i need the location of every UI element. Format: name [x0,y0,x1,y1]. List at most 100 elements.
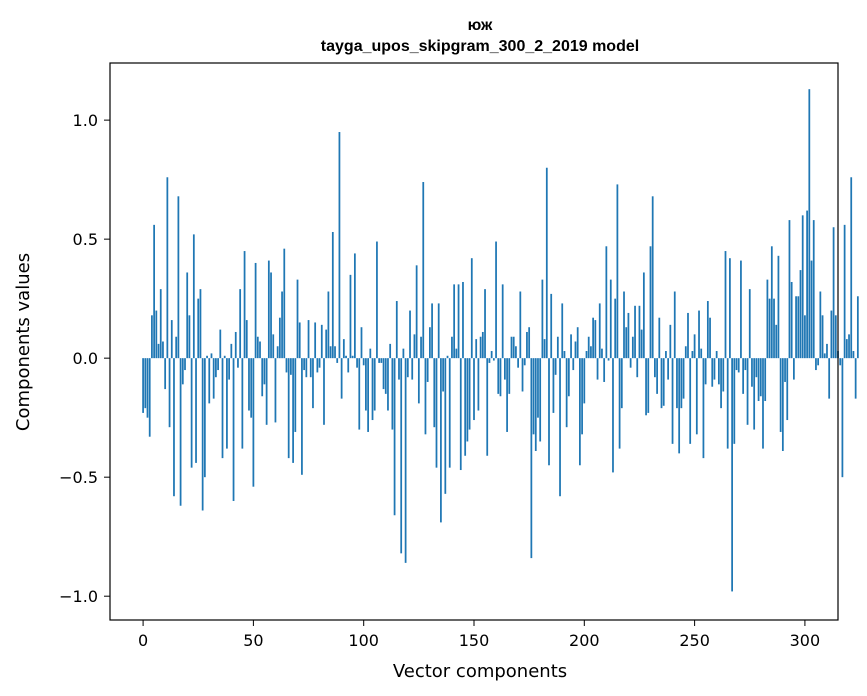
bar-76 [309,358,312,378]
bar-284 [768,298,771,359]
bar-251 [695,358,698,435]
bar-107 [378,358,381,363]
bar-28 [203,358,206,478]
bar-5 [153,224,155,359]
bar-181 [541,279,544,359]
bar-54 [261,358,264,397]
bar-194 [570,334,572,359]
bar-158 [490,351,493,359]
x-tick-label-5: 250 [679,631,710,650]
bar-96 [353,253,356,359]
bar-256 [706,301,709,359]
bar-269 [735,358,738,371]
bar-105 [373,358,376,411]
bar-46 [243,251,246,359]
bar-98 [358,358,361,430]
bar-182 [543,339,546,359]
bar-317 [841,358,844,478]
bar-32 [212,358,215,399]
bar-117 [400,358,403,554]
bar-112 [389,343,392,359]
bar-122 [411,358,414,380]
bar-60 [274,358,277,423]
bar-286 [773,298,775,359]
bar-118 [402,348,405,359]
bar-78 [314,322,317,359]
bar-50 [252,358,255,487]
bar-150 [473,358,475,421]
bar-212 [609,279,612,359]
bar-133 [435,358,438,468]
bar-209 [603,358,606,382]
bar-162 [499,358,502,397]
bar-8 [159,289,162,359]
bar-75 [307,320,310,359]
bar-237 [665,351,667,359]
x-axis-ticks: 0 50 100 150 200 250 300 [138,620,820,650]
chart-subtitle: tayga_upos_skipgram_300_2_2019 model [321,38,639,55]
x-tick-label-3: 150 [459,631,490,650]
bar-142 [455,348,458,359]
bar-220 [627,312,630,359]
bar-302 [808,89,811,359]
bar-116 [398,358,400,380]
bar-245 [682,358,685,399]
bar-81 [320,324,323,359]
bar-52 [256,336,259,359]
bar-227 [642,272,645,359]
bar-160 [495,241,497,359]
chart-title: юж [468,17,493,34]
bar-153 [479,336,482,359]
bar-49 [250,358,253,418]
bar-294 [790,281,793,359]
x-tick-label-2: 100 [348,631,379,650]
bar-152 [477,358,480,411]
bar-12 [168,358,171,428]
bar-0 [142,358,144,413]
bar-232 [654,358,656,378]
bar-201 [585,351,588,359]
bar-113 [391,358,394,430]
bar-31 [210,353,213,359]
plot-frame [109,62,839,621]
bar-248 [689,358,692,444]
bar-45 [241,358,244,449]
bar-51 [254,262,257,359]
bar-228 [645,358,647,416]
bar-314 [834,315,837,359]
bar-2 [146,358,149,418]
bar-231 [651,196,654,359]
bar-225 [638,305,641,359]
bar-125 [417,358,420,404]
bar-35 [219,329,222,359]
bar-206 [596,358,599,380]
bar-63 [281,291,283,359]
bar-257 [709,317,711,359]
bar-111 [387,358,389,411]
bar-137 [444,358,447,494]
bar-208 [601,348,603,359]
bar-288 [777,255,780,359]
bar-93 [347,358,350,373]
bar-4 [151,315,153,359]
bar-285 [770,246,773,359]
bar-300 [804,315,806,359]
bar-205 [594,320,597,359]
bar-136 [442,358,444,392]
bar-200 [583,358,586,404]
bar-264 [724,251,727,359]
x-tick-label-1: 50 [243,631,263,650]
bar-42 [234,331,237,359]
bar-38 [226,358,228,449]
bar-297 [797,296,800,359]
bar-175 [528,327,531,359]
bar-9 [162,341,164,359]
bar-155 [484,289,486,359]
bar-267 [731,358,733,592]
bar-108 [380,358,383,363]
bar-134 [437,303,440,359]
bar-124 [415,265,418,359]
bar-30 [208,358,211,404]
bar-171 [519,291,522,359]
